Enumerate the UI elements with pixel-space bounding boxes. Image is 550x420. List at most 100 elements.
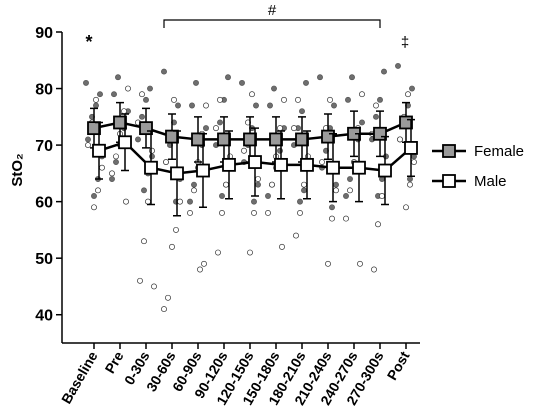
x-tick-label: Post (384, 348, 413, 383)
data-point (405, 91, 411, 98)
data-point (379, 193, 385, 199)
mean-marker (118, 135, 132, 150)
data-point (125, 85, 131, 92)
data-point (85, 136, 91, 143)
data-point (281, 96, 287, 103)
data-point (219, 209, 225, 216)
data-point (223, 181, 229, 188)
data-point (267, 102, 273, 109)
data-point (297, 209, 303, 216)
data-point (139, 113, 145, 120)
data-point (151, 283, 157, 290)
data-point (177, 198, 183, 205)
data-point (189, 102, 195, 109)
mean-marker (165, 129, 179, 144)
data-point (329, 215, 335, 222)
data-point (149, 147, 155, 154)
data-point (193, 79, 199, 86)
data-point (249, 91, 255, 98)
data-point (255, 176, 261, 182)
data-point (203, 102, 209, 109)
data-point (215, 249, 221, 256)
data-point (293, 232, 299, 239)
mean-marker (352, 160, 366, 175)
data-point (93, 96, 99, 103)
data-point (291, 125, 297, 132)
mean-marker (269, 132, 283, 147)
mean-marker (191, 132, 205, 147)
data-point (277, 147, 283, 154)
data-point (303, 79, 309, 86)
data-point (279, 243, 285, 250)
mean-marker (321, 129, 335, 144)
data-point (375, 221, 381, 228)
mean-marker (144, 160, 158, 175)
data-point (219, 193, 225, 199)
data-point (333, 187, 339, 194)
data-point (169, 243, 175, 250)
mean-marker (170, 166, 184, 181)
legend-marker (442, 174, 456, 188)
data-point (113, 153, 119, 160)
data-point (121, 108, 127, 115)
data-point (225, 74, 231, 81)
data-point (141, 187, 147, 194)
data-point (247, 249, 253, 256)
data-point (325, 260, 331, 267)
data-point (377, 96, 383, 103)
data-point (115, 74, 121, 81)
data-point (407, 181, 413, 188)
data-point (253, 102, 259, 109)
mean-marker (92, 143, 106, 158)
mean-marker (300, 157, 314, 172)
data-point (111, 91, 117, 98)
y-tick-label: 90 (35, 25, 53, 42)
data-point (173, 226, 179, 233)
data-point (241, 147, 247, 154)
data-point (343, 193, 349, 199)
mean-marker (139, 121, 153, 136)
data-point (345, 96, 351, 103)
data-point (191, 187, 197, 194)
y-tick-label: 80 (35, 82, 53, 99)
data-point (203, 125, 209, 132)
data-point (349, 74, 355, 81)
data-point (269, 181, 275, 188)
bracket (163, 19, 381, 28)
data-point (197, 266, 203, 273)
data-point (109, 176, 115, 182)
y-tick-label: 40 (35, 308, 53, 325)
x-tick-label: Baseline (58, 348, 101, 406)
data-point (407, 176, 413, 182)
mean-marker (217, 132, 231, 147)
data-point (217, 119, 223, 126)
data-point (373, 113, 379, 120)
data-point (165, 294, 171, 301)
data-point (411, 159, 417, 166)
data-point (333, 181, 339, 188)
data-point (295, 96, 301, 103)
y-tick-label: 50 (35, 251, 53, 268)
mean-marker (196, 163, 210, 178)
data-point (359, 91, 365, 98)
mean-marker (404, 141, 418, 155)
data-point (191, 181, 197, 188)
data-point (251, 209, 257, 216)
data-point (187, 198, 193, 205)
data-point (395, 62, 401, 69)
data-point (403, 204, 409, 211)
data-point (91, 193, 97, 199)
data-point (301, 181, 307, 188)
data-point (265, 193, 271, 199)
data-point (299, 108, 305, 115)
mean-marker (274, 157, 288, 172)
data-point (109, 170, 115, 177)
data-point (187, 209, 193, 216)
data-point (113, 159, 119, 166)
data-point (373, 102, 379, 109)
data-point (317, 74, 323, 81)
data-point (251, 198, 257, 205)
data-point (85, 142, 91, 149)
mean-marker (399, 115, 413, 130)
y-axis-label: StO₂ (9, 153, 26, 186)
